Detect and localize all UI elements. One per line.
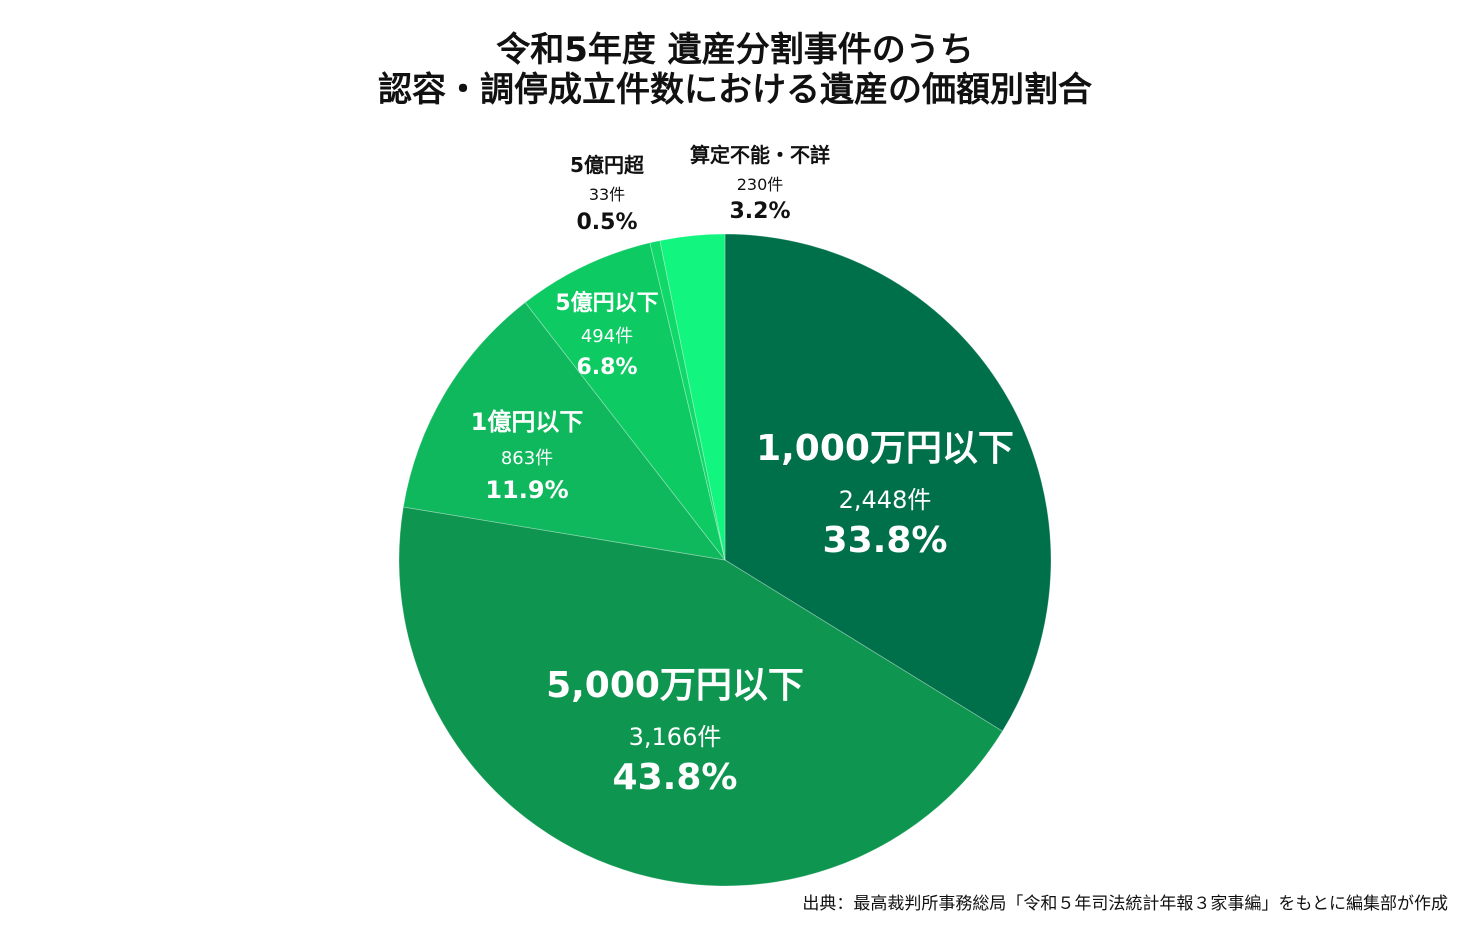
slice-percent: 11.9% xyxy=(485,476,568,504)
slice-percent: 3.2% xyxy=(729,199,790,224)
slice-label: 5億円以下 xyxy=(555,290,658,316)
slice-count: 230件 xyxy=(737,175,784,194)
chart-title: 令和5年度 遺産分割事件のうち 認容・調停成立件数における遺産の価額別割合 xyxy=(0,30,1470,110)
chart-title-line-2: 認容・調停成立件数における遺産の価額別割合 xyxy=(378,70,1092,110)
pie-slice xyxy=(524,242,726,561)
slice-count: 863件 xyxy=(501,448,553,469)
slice-percent: 6.8% xyxy=(576,355,637,380)
slice-label: 1億円以下 xyxy=(471,408,584,436)
pie-slice xyxy=(724,233,1052,732)
slice-label: 算定不能・不詳 xyxy=(690,143,830,167)
slice-label: 5億円超 xyxy=(570,153,645,177)
pie-slice xyxy=(659,233,726,561)
slice-percent: 43.8% xyxy=(613,757,738,798)
slice-count: 3,166件 xyxy=(629,723,722,751)
slice-label: 1,000万円以下 xyxy=(756,428,1014,469)
pie-slice xyxy=(398,506,1003,887)
pie-slice xyxy=(649,240,726,561)
slice-count: 33件 xyxy=(589,185,625,204)
slice-label: 5,000万円以下 xyxy=(546,665,804,706)
slice-count: 494件 xyxy=(581,326,633,347)
chart-title-line-1: 令和5年度 遺産分割事件のうち xyxy=(496,30,974,70)
pie-slice xyxy=(402,301,726,561)
slice-percent: 0.5% xyxy=(576,210,637,235)
slice-percent: 33.8% xyxy=(823,520,948,561)
slice-count: 2,448件 xyxy=(839,486,932,514)
source-note: 出典：最高裁判所事務総局「令和５年司法統計年報３家事編」をもとに編集部が作成 xyxy=(802,894,1448,914)
